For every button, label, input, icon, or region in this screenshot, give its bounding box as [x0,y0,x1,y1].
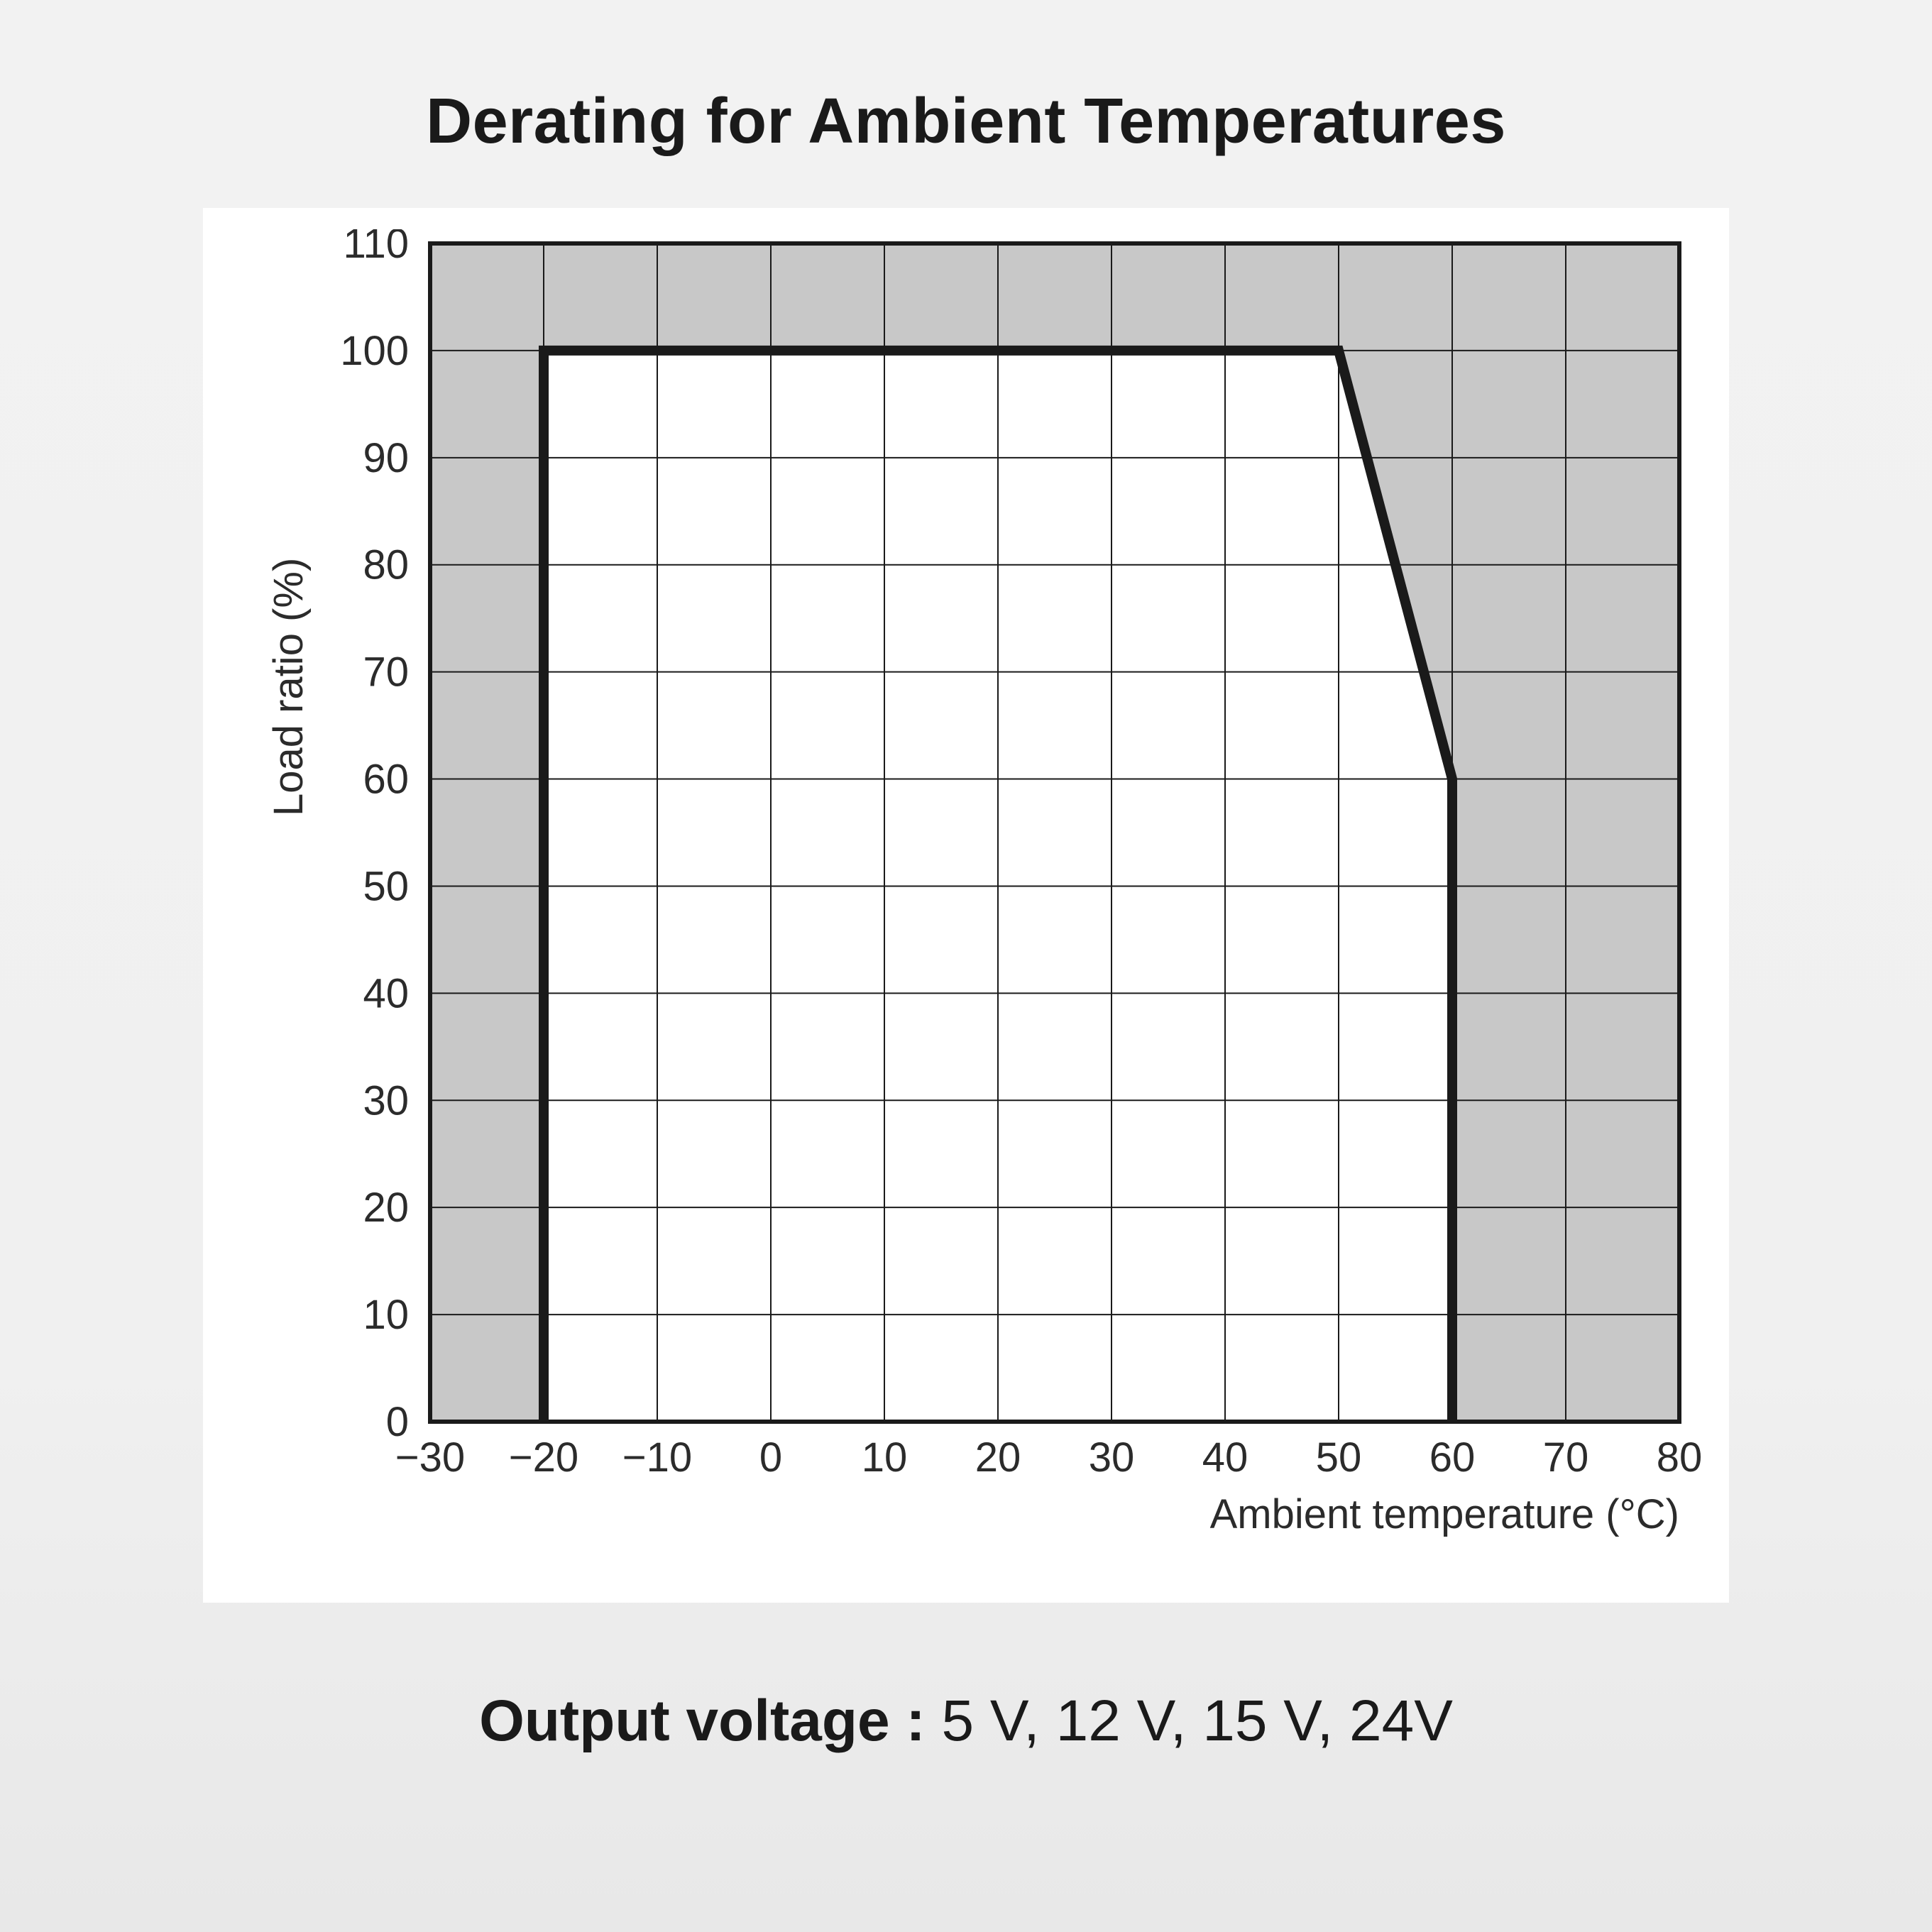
chart-panel: −30−20−1001020304050607080Ambient temper… [203,208,1729,1603]
svg-text:Ambient temperature (°C): Ambient temperature (°C) [1210,1491,1679,1537]
caption-label: Output voltage : [479,1689,941,1753]
output-voltage-caption: Output voltage : 5 V, 12 V, 15 V, 24V [479,1688,1453,1755]
svg-text:50: 50 [363,863,409,909]
svg-text:40: 40 [1202,1434,1248,1481]
svg-text:110: 110 [344,229,409,267]
derating-chart: −30−20−1001020304050607080Ambient temper… [224,229,1708,1564]
svg-text:20: 20 [363,1185,409,1231]
svg-text:40: 40 [363,970,409,1016]
svg-text:0: 0 [759,1434,782,1481]
svg-text:60: 60 [363,757,409,803]
svg-text:50: 50 [1316,1434,1362,1481]
svg-text:60: 60 [1429,1434,1476,1481]
svg-text:0: 0 [386,1399,409,1445]
svg-text:10: 10 [363,1292,409,1338]
svg-text:30: 30 [1089,1434,1135,1481]
svg-text:20: 20 [975,1434,1021,1481]
caption-values: 5 V, 12 V, 15 V, 24V [941,1689,1452,1753]
svg-text:−20: −20 [509,1434,578,1481]
svg-text:−10: −10 [622,1434,692,1481]
svg-text:Load ratio (%): Load ratio (%) [265,558,312,816]
svg-text:80: 80 [1657,1434,1703,1481]
svg-text:10: 10 [862,1434,908,1481]
svg-text:70: 70 [1543,1434,1589,1481]
svg-text:80: 80 [363,542,409,588]
svg-text:100: 100 [340,328,409,374]
svg-text:90: 90 [363,435,409,481]
svg-text:30: 30 [363,1077,409,1124]
svg-text:70: 70 [363,649,409,696]
chart-title: Derating for Ambient Temperatures [426,85,1506,158]
